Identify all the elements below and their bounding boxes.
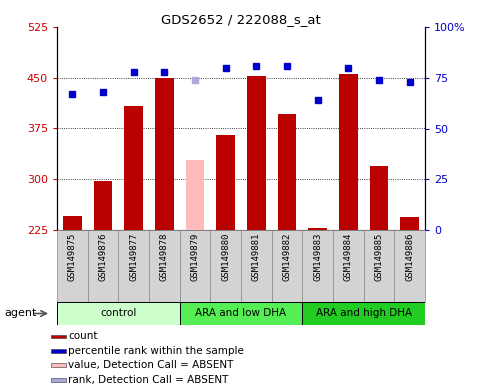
Bar (309, 228, 327, 230)
Bar (57, 230, 88, 302)
Bar (88, 230, 118, 302)
Text: rank, Detection Call = ABSENT: rank, Detection Call = ABSENT (68, 375, 228, 384)
Bar (247, 76, 266, 230)
Text: GSM149876: GSM149876 (99, 232, 108, 281)
Bar (278, 114, 296, 230)
Bar (51, 349, 66, 353)
Bar (149, 230, 180, 302)
Bar (370, 166, 388, 230)
Text: GSM149882: GSM149882 (283, 232, 292, 281)
Text: count: count (68, 331, 98, 341)
Title: GDS2652 / 222088_s_at: GDS2652 / 222088_s_at (161, 13, 321, 26)
Text: ARA and high DHA: ARA and high DHA (315, 308, 412, 318)
Text: GSM149881: GSM149881 (252, 232, 261, 281)
Text: GSM149880: GSM149880 (221, 232, 230, 281)
Bar (155, 78, 173, 230)
Bar (118, 230, 149, 302)
Bar (400, 217, 419, 230)
Bar (180, 302, 302, 325)
Bar (339, 74, 357, 230)
Text: percentile rank within the sample: percentile rank within the sample (68, 346, 244, 356)
Bar (51, 378, 66, 382)
Bar (51, 363, 66, 367)
Bar (63, 217, 82, 230)
Text: value, Detection Call = ABSENT: value, Detection Call = ABSENT (68, 360, 234, 370)
Bar (51, 334, 66, 338)
Bar (180, 230, 210, 302)
Bar (125, 106, 143, 230)
Bar (333, 230, 364, 302)
Bar (302, 302, 425, 325)
Text: GSM149886: GSM149886 (405, 232, 414, 281)
Bar (271, 230, 302, 302)
Text: GSM149885: GSM149885 (374, 232, 384, 281)
Text: GSM149878: GSM149878 (160, 232, 169, 281)
Bar (394, 230, 425, 302)
Text: GSM149879: GSM149879 (190, 232, 199, 281)
Text: GSM149877: GSM149877 (129, 232, 138, 281)
Bar (94, 181, 112, 230)
Text: GSM149883: GSM149883 (313, 232, 322, 281)
Bar (210, 230, 241, 302)
Bar (57, 302, 180, 325)
Text: control: control (100, 308, 137, 318)
Text: agent: agent (5, 308, 37, 318)
Text: GSM149875: GSM149875 (68, 232, 77, 281)
Bar (302, 230, 333, 302)
Text: GSM149884: GSM149884 (344, 232, 353, 281)
Bar (186, 160, 204, 230)
Bar (216, 135, 235, 230)
Text: ARA and low DHA: ARA and low DHA (196, 308, 286, 318)
Bar (364, 230, 394, 302)
Bar (241, 230, 271, 302)
